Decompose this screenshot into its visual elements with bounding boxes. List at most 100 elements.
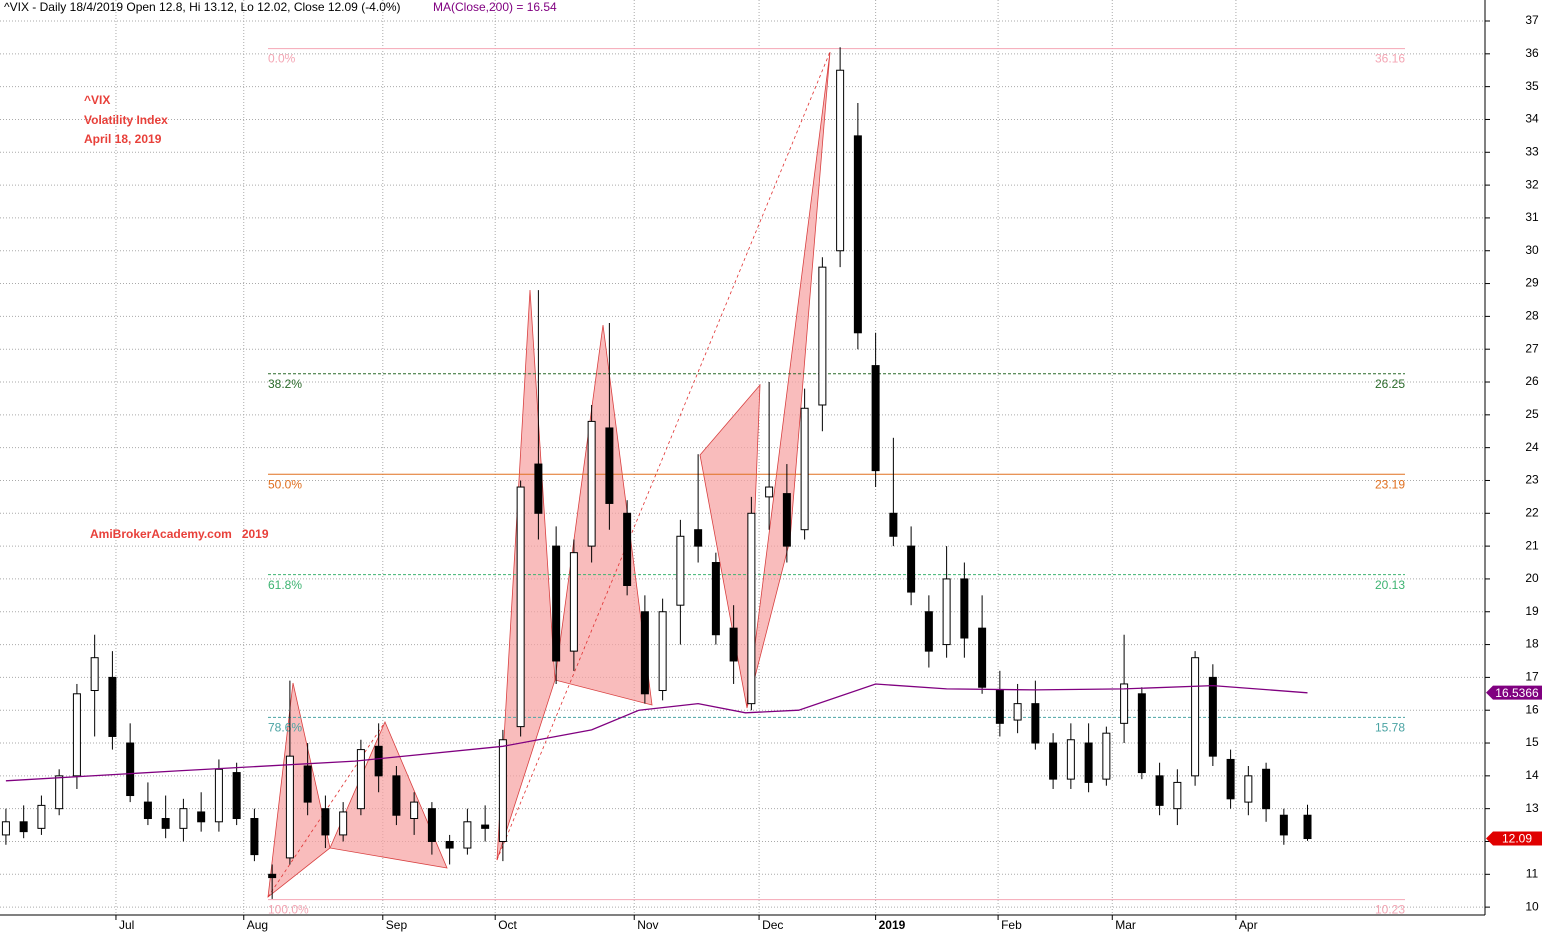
x-tick-label: Jul [119, 918, 134, 932]
candle-body [285, 755, 294, 859]
candle-body [1102, 732, 1111, 780]
candle-body [747, 512, 756, 705]
header-ma: MA(Close,200) = 16.54 [433, 0, 557, 14]
candle-body [711, 562, 720, 636]
fib-value: 36.16 [1375, 52, 1405, 66]
y-tick-label: 24 [1525, 440, 1539, 454]
candle-body [1013, 703, 1022, 721]
x-tick-label: Sep [386, 918, 408, 932]
candle-body [516, 486, 525, 728]
y-tick-label: 16 [1525, 702, 1539, 716]
y-tick-label: 11 [1526, 866, 1539, 880]
fib-label: 50.0% [268, 477, 302, 491]
y-tick-label: 14 [1525, 768, 1539, 782]
candle-body [1173, 781, 1182, 810]
candle-body [197, 811, 206, 823]
candle-body [126, 742, 135, 797]
candle-body [978, 627, 987, 688]
price-tag [1486, 685, 1542, 700]
y-tick-label: 30 [1525, 243, 1539, 257]
price-tag-label: 12.09 [1502, 832, 1532, 846]
candle-body [924, 611, 933, 652]
candle-body [676, 535, 685, 606]
pattern-line [267, 721, 386, 898]
candle-body [1084, 742, 1093, 783]
candle-body [694, 529, 703, 547]
candle-body [836, 69, 845, 252]
candle-body [1262, 768, 1271, 810]
candle-body [729, 627, 738, 662]
x-tick-label: 2019 [879, 918, 906, 932]
fib-label: 100.0% [268, 903, 309, 917]
fib-value: 26.25 [1375, 377, 1405, 391]
fibonacci: 0.0% 36.16 38.2% 26.25 50.0% 23.19 61.8% 20.13 7… [268, 48, 1405, 917]
candle-body [410, 801, 419, 820]
pattern-line [496, 51, 831, 861]
candle-body [179, 808, 188, 829]
candle-body [498, 739, 507, 842]
candle-body [569, 552, 578, 652]
candle-body [853, 135, 862, 334]
candle-body [72, 693, 81, 777]
candle-body [818, 266, 827, 406]
fib-label: 61.8% [268, 578, 302, 592]
candle-body [250, 818, 259, 856]
candle-body [587, 420, 596, 547]
y-tick-label: 13 [1525, 801, 1539, 815]
candle-body [37, 804, 46, 829]
candle-body [800, 407, 809, 531]
y-tick-label: 22 [1525, 505, 1539, 519]
candle-body [214, 768, 223, 823]
x-tick-label: Nov [637, 918, 658, 932]
y-tick-label: 10 [1525, 899, 1539, 913]
x-tick-label: Oct [498, 918, 517, 932]
candle-body [321, 808, 330, 836]
annotation: Volatility Index [84, 113, 168, 127]
candle-body [161, 818, 170, 829]
candle-body [658, 611, 667, 692]
fib-label: 38.2% [268, 377, 302, 391]
y-tick-label: 32 [1525, 177, 1539, 191]
candle-body [1155, 775, 1164, 806]
y-tick-label: 31 [1525, 210, 1539, 224]
candle-body [960, 578, 969, 639]
candle-body [552, 545, 561, 662]
pattern-shape [267, 682, 331, 898]
candle-body [623, 512, 632, 586]
candle-body [55, 775, 64, 810]
y-tick-label: 21 [1525, 538, 1539, 552]
candle-body [392, 775, 401, 816]
candle-body [19, 821, 28, 833]
y-tick-label: 33 [1525, 144, 1539, 158]
candle-body [463, 821, 472, 849]
candle-body [995, 690, 1004, 724]
fib-value: 10.23 [1375, 903, 1405, 917]
candle-body [90, 657, 99, 692]
candle-body [303, 765, 312, 803]
candle-body [871, 365, 880, 472]
candle-body [481, 824, 490, 829]
y-tick-label: 19 [1525, 604, 1539, 618]
y-tick-label: 27 [1525, 341, 1539, 355]
fib-value: 15.78 [1375, 721, 1405, 735]
y-tick-label: 17 [1525, 670, 1539, 684]
pattern-shape [746, 51, 831, 709]
y-tick-label: 23 [1525, 473, 1539, 487]
candle-body [1244, 775, 1253, 803]
watermark: AmiBrokerAcademy.com 2019 [90, 527, 269, 541]
x-tick-label: Aug [247, 918, 268, 932]
ma-line [5, 683, 1308, 782]
fib-label: 0.0% [268, 52, 296, 66]
candle-body [445, 840, 454, 849]
candle-body [1031, 703, 1040, 744]
candle-body [339, 811, 348, 836]
x-tick-label: Apr [1239, 918, 1258, 932]
y-tick-label: 35 [1525, 79, 1539, 93]
candle-body [765, 486, 774, 498]
candle-body [1, 821, 10, 836]
x-tick-label: Feb [1001, 918, 1022, 932]
price-tag-label: 16.5366 [1495, 686, 1539, 700]
candle-body [1137, 693, 1146, 774]
